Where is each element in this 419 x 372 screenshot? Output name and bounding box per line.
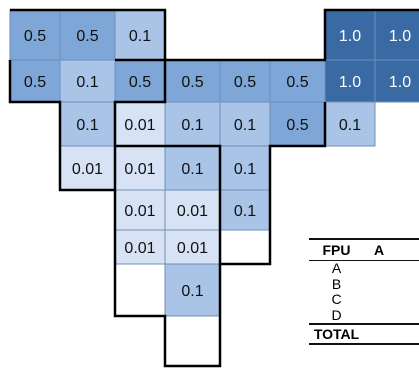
grid-cell: 0.5 [269,101,326,147]
fpu-boundary-d [113,190,222,368]
cell-value: 0.1 [339,117,361,134]
row-label: A [331,260,342,276]
grid-cell: 1.0 [374,59,419,103]
cell-value: 0.1 [76,74,98,91]
cell-value: 0.5 [129,74,151,91]
header-fpu: FPU [322,242,351,258]
table-row: B [309,275,419,293]
grid-cell: 0.5 [219,59,271,103]
cell-value: 0.1 [234,161,256,178]
cell-value: 0.01 [124,117,155,134]
cell-value: 0.1 [129,28,151,45]
grid-cell: 0.5 [59,9,116,61]
cell-value: 0.1 [76,117,98,134]
cell-value: 1.0 [389,74,411,91]
cell-fill [164,59,221,103]
cell-fill [9,59,61,103]
cell-value: 0.01 [177,203,208,220]
grid-cell: 0.01 [164,229,221,265]
cell-fill [374,59,419,103]
grid-cell: 1.0 [324,9,376,61]
table-total-row: TOTAL [309,323,419,345]
region-boundaries [8,8,419,368]
grid-cell: 0.1 [114,9,166,61]
grid-cell: 0.5 [9,59,61,103]
table-header: FPU A [309,238,419,261]
grid-cell: 0.1 [219,189,271,231]
grid-cell: 0.01 [114,189,166,231]
row-label: D [331,306,342,323]
cell-value: 0.5 [181,74,203,91]
grid-cell: 0.01 [59,145,116,191]
table-row: A [309,260,419,277]
cell-value: 1.0 [389,28,411,45]
grid-cell: 0.01 [114,229,166,265]
cell-value: 0.01 [177,240,208,257]
cells-layer: 0.5 0.5 0.1 1.0 1.0 0.5 0.1 0.5 0.5 0.5 0.5 1.0 1.0 0… [9,9,419,317]
cell-value: 1.0 [339,28,361,45]
grid-cell: 0.1 [164,145,221,191]
cell-value: 0.1 [181,161,203,178]
fpu-boundary-c [115,102,327,266]
cell-value: 0.1 [181,117,203,134]
cell-fill [9,9,61,61]
grid-cell: 0.01 [114,145,166,191]
row-label: B [331,275,342,292]
cell-fill [324,59,376,103]
grid-cell: 0.5 [114,59,166,103]
cell-value: 0.01 [124,203,155,220]
grid-cell: 0.1 [164,263,221,317]
cell-value: 0.1 [181,283,203,300]
cell-value: 0.5 [76,28,98,45]
cell-fill [324,101,376,147]
cell-fill [219,101,271,147]
row-label: C [331,291,342,307]
cell-value: 0.5 [286,117,308,134]
cell-value: 0.01 [124,240,155,257]
cell-value: 0.5 [286,74,308,91]
cell-value: 0.5 [24,74,46,91]
grid-cell: 0.1 [59,101,116,147]
cell-value: 0.1 [234,203,256,220]
grid-cell: 0.1 [219,145,271,191]
grid-cell: 0.1 [59,59,116,103]
grid-cell: 0.1 [219,101,271,147]
grid-cell: 0.5 [9,9,61,61]
cell-fill [269,101,326,147]
grid-cell: 0.01 [164,189,221,231]
cell-fill [164,229,221,265]
grid-cell: 0.5 [164,59,221,103]
cell-fill [59,59,116,103]
cell-fill [374,9,419,61]
table-row: D [309,306,419,324]
cell-value: 0.1 [234,117,256,134]
grid-cell: 0.1 [164,101,221,147]
grid-cell: 0.5 [269,59,326,103]
total-label: TOTAL [313,326,360,342]
grid-cell: 1.0 [374,9,419,61]
grid-cell: 0.1 [324,101,376,147]
fpu-boundary-b [115,8,419,62]
cell-fill [114,9,166,61]
grid-cell: 0.01 [114,101,166,147]
cell-value: 0.5 [234,74,256,91]
cell-fill [59,145,116,191]
cell-fill [59,101,116,147]
grid-cell: 1.0 [324,59,376,103]
table-row: C [309,291,419,308]
cell-value: 1.0 [339,74,361,91]
cell-value: 0.01 [124,161,155,178]
cell-fill [219,145,271,191]
cell-fill [164,189,221,231]
cell-value: 0.01 [72,161,103,178]
header-a: A [374,242,385,258]
fpu-table: FPU A A B C D TOTAL [309,238,419,345]
cell-value: 0.5 [24,28,46,45]
